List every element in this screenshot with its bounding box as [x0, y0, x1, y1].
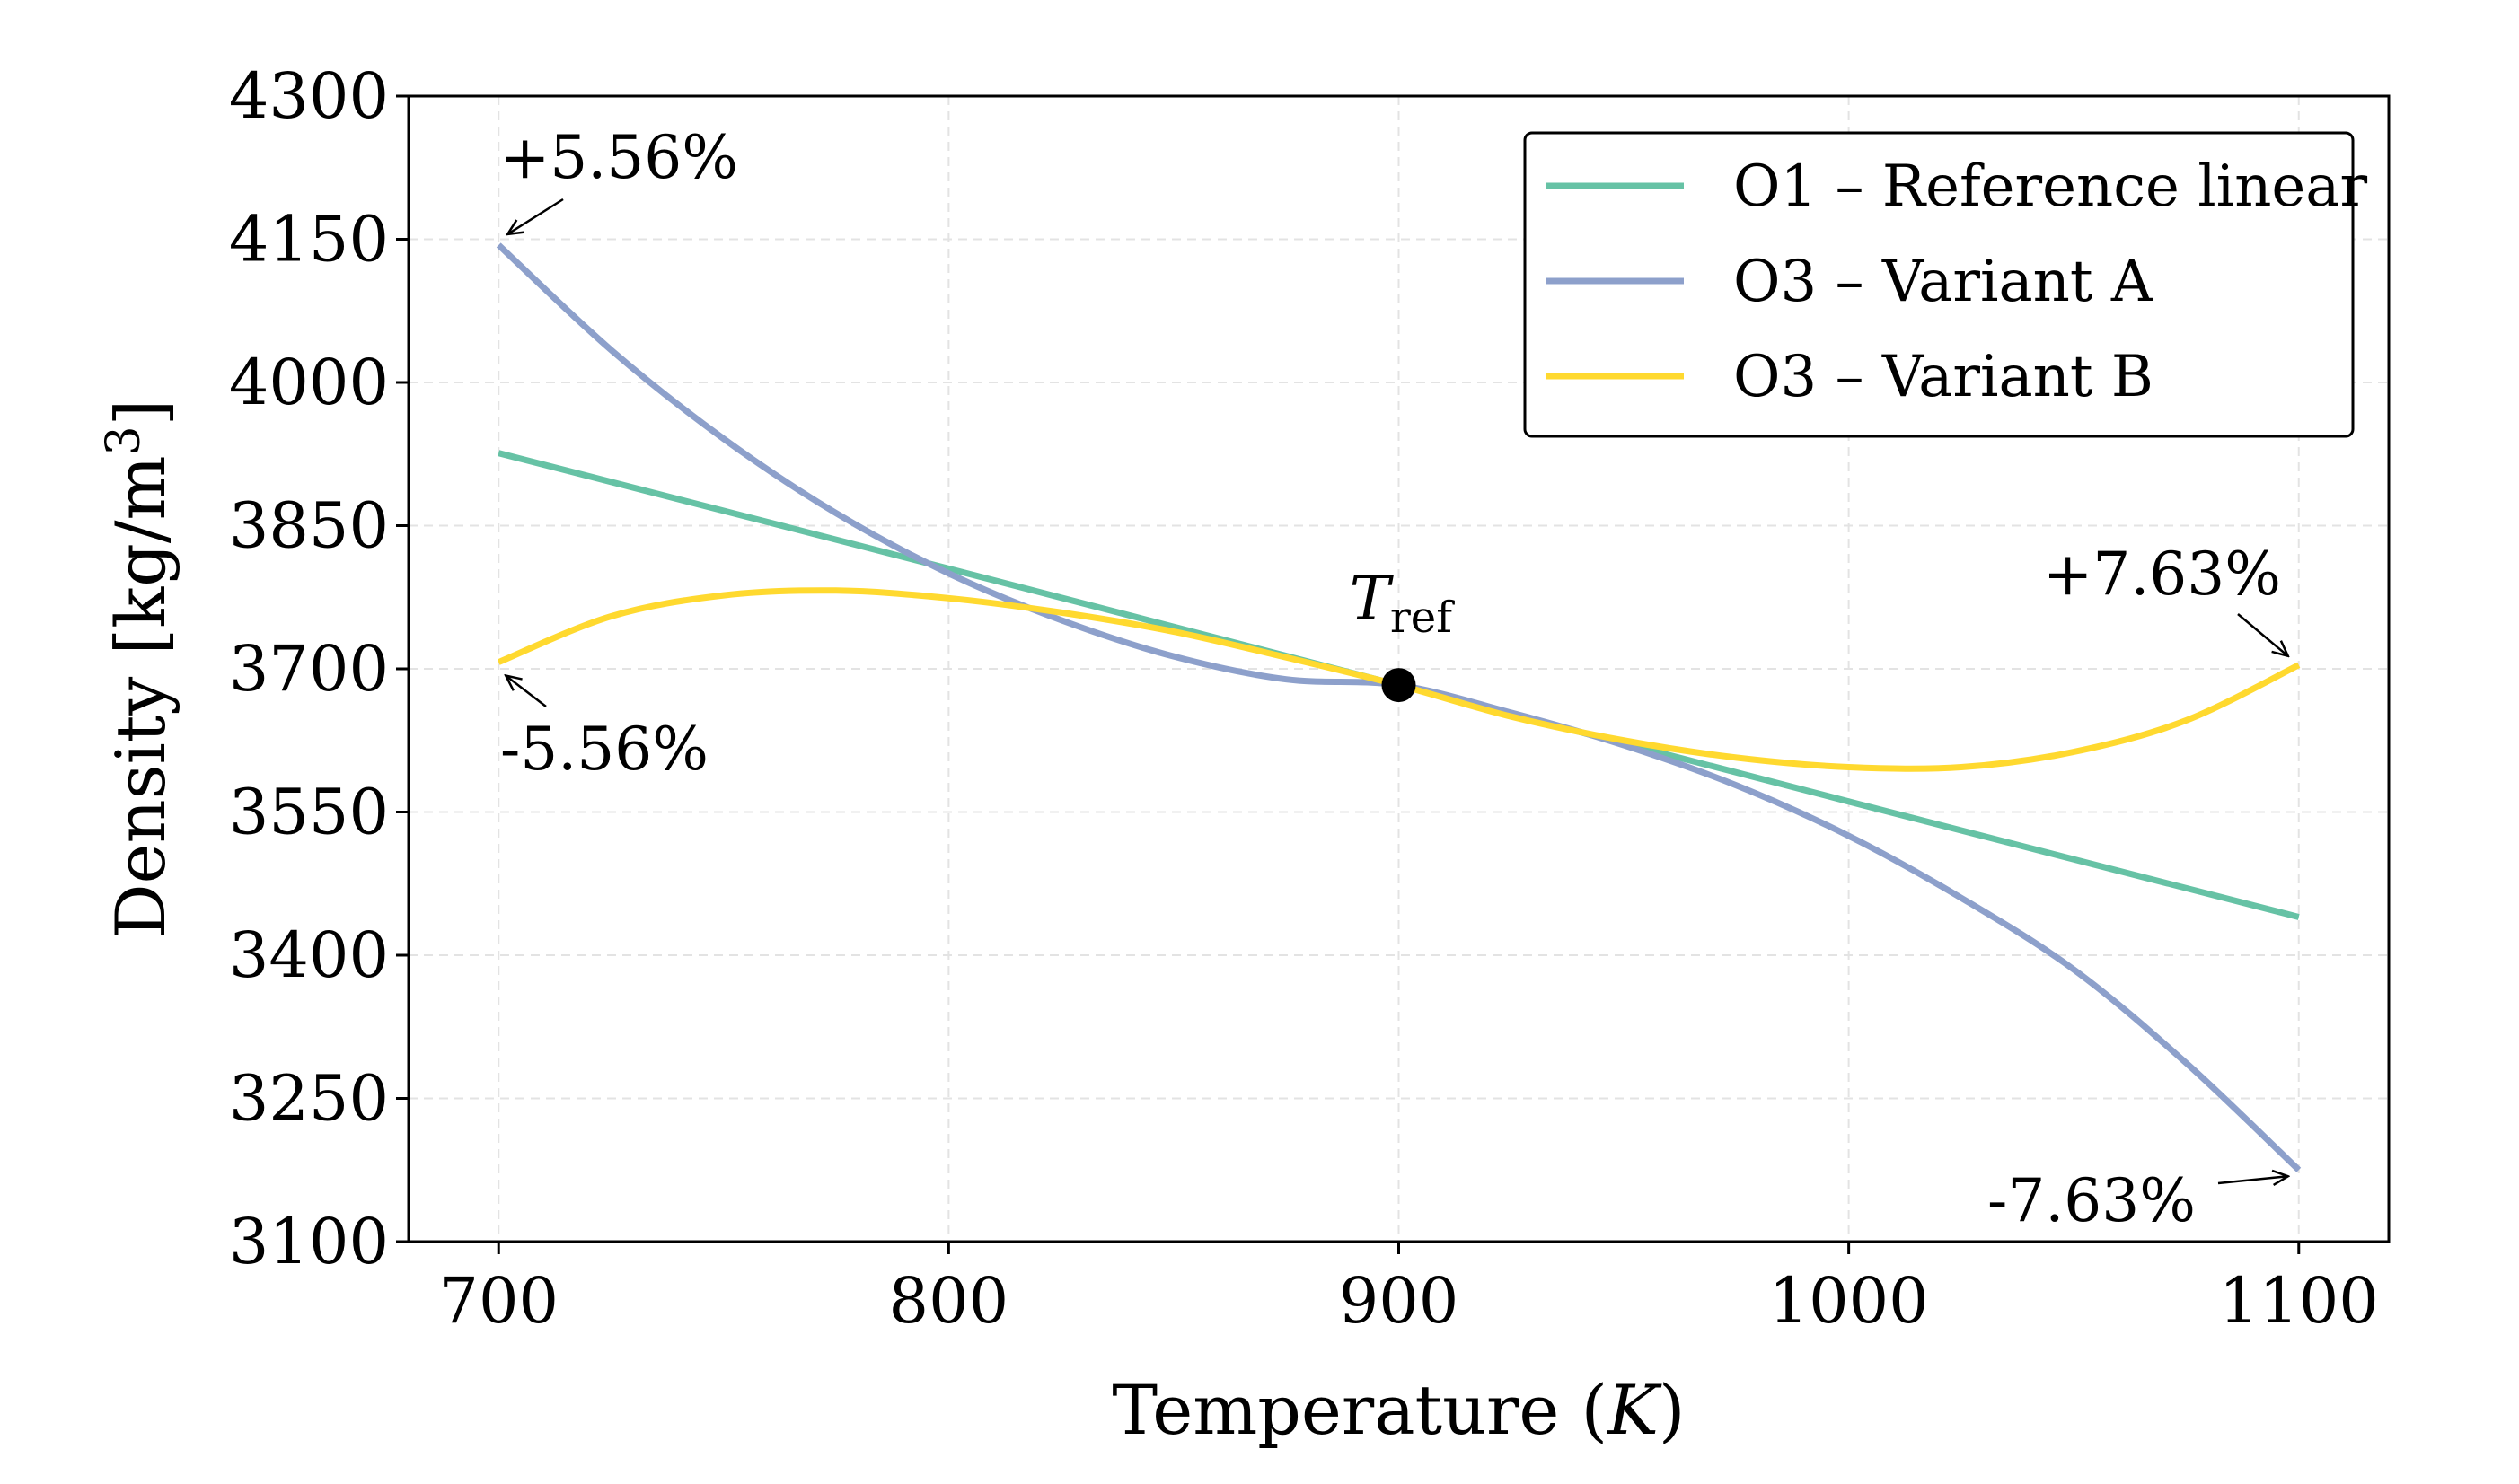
x-tick-label: 800	[889, 1264, 1009, 1338]
annotation-arrow	[507, 198, 564, 234]
annotation-arrow	[2217, 1176, 2288, 1183]
legend-entry: O3 – Variant B	[1733, 344, 2153, 410]
annotation-arrow	[506, 676, 547, 707]
y-tick-label: 3400	[229, 918, 389, 992]
annotation-layer: +5.56% -5.56% +7.63% -7.63%	[500, 123, 2288, 1235]
y-tick-label: 3250	[229, 1062, 389, 1136]
legend-entry: O3 – Variant A	[1733, 249, 2153, 315]
legend-box	[1523, 131, 2355, 438]
annotation-label: -5.56%	[500, 715, 709, 784]
y-tick-label: 4300	[229, 59, 389, 133]
y-axis-label: Density [kg/m3]	[97, 400, 181, 939]
annotation-arrow	[2237, 613, 2288, 656]
y-tick-label: 4150	[229, 203, 389, 277]
y-tick-label: 3850	[229, 489, 389, 563]
x-tick-label: 1000	[1769, 1264, 1929, 1338]
y-tick-label: 3700	[229, 632, 389, 706]
reference-point-marker	[1381, 668, 1416, 703]
legend-entry: O1 – Reference linear	[1733, 154, 2367, 220]
x-axis-label: Temperature (K)	[1112, 1370, 1685, 1450]
x-tick-label: 1100	[2219, 1264, 2379, 1338]
reference-point-label: Tref	[1350, 564, 1456, 643]
annotation-label: +5.56%	[500, 123, 738, 192]
legend: O1 – Reference linear O3 – Variant A O3 – …	[1523, 131, 2367, 438]
y-tick-label: 3550	[229, 776, 389, 849]
y-tick-label: 3100	[229, 1205, 389, 1278]
reference-layer: Tref	[1350, 564, 1456, 703]
annotation-label: -7.63%	[1987, 1166, 2196, 1235]
x-tick-label: 900	[1339, 1264, 1459, 1338]
annotation-label: +7.63%	[2043, 540, 2281, 609]
y-tick-label: 4000	[229, 346, 389, 419]
axis-ticks: 700 800 900 1000 1100 3100 3250 3400 3550 3700 385…	[229, 59, 2379, 1338]
x-tick-label: 700	[438, 1264, 559, 1338]
